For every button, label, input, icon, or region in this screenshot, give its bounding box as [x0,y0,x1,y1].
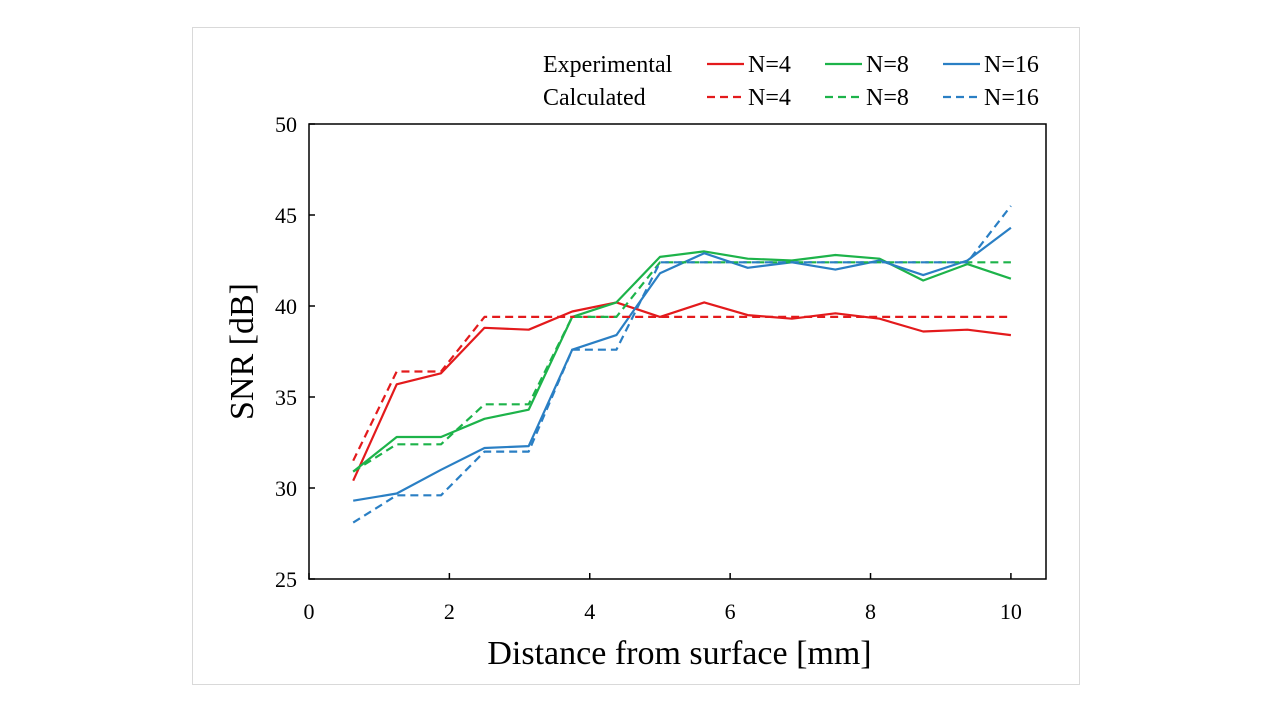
y-axis-title: SNR [dB] [224,283,261,420]
legend-row-label-calculated: Calculated [543,85,646,111]
legend-label-calculated-n-4: N=4 [748,85,791,111]
series-line-calculated-n-8 [352,261,1011,473]
y-tick-label-40: 40 [275,294,297,319]
y-tick-label-30: 30 [275,476,297,501]
legend-label-calculated-n-16: N=16 [984,85,1039,111]
x-tick-label-4: 4 [584,599,595,624]
y-tick-label-35: 35 [275,385,297,410]
x-tick-label-10: 10 [1000,599,1022,624]
legend-label-calculated-n-8: N=8 [866,85,909,111]
series-line-experimental-n-16 [353,226,1012,502]
x-tick-label-0: 0 [304,599,315,624]
series-line-calculated-n-16 [352,205,1012,524]
series-line-calculated-n-4 [352,315,1011,462]
x-tick-label-2: 2 [444,599,455,624]
legend-label-experimental-n-16: N=16 [984,52,1039,78]
x-axis-title: Distance from surface [mm] [487,635,871,672]
series-line-experimental-n-4 [352,301,1012,482]
legend: Experimental Calculated N=4 N=8 N=16 N=4 N=8 N=… [543,52,1039,111]
legend-label-experimental-n-8: N=8 [866,52,909,78]
legend-row-label-experimental: Experimental [543,52,673,78]
figure-frame [192,27,1080,685]
y-tick-label-45: 45 [275,203,297,228]
plot-border [308,123,1047,580]
y-tick-label-50: 50 [275,112,297,137]
x-tick-label-6: 6 [725,599,736,624]
x-tick-label-8: 8 [865,599,876,624]
axes: 25 30 35 40 45 50 0 2 4 6 8 10 Distance from surface… [224,112,1047,672]
series-line-experimental-n-8 [352,250,1012,473]
y-tick-label-25: 25 [275,567,297,592]
plot-area [352,205,1012,524]
legend-label-experimental-n-4: N=4 [748,52,791,78]
